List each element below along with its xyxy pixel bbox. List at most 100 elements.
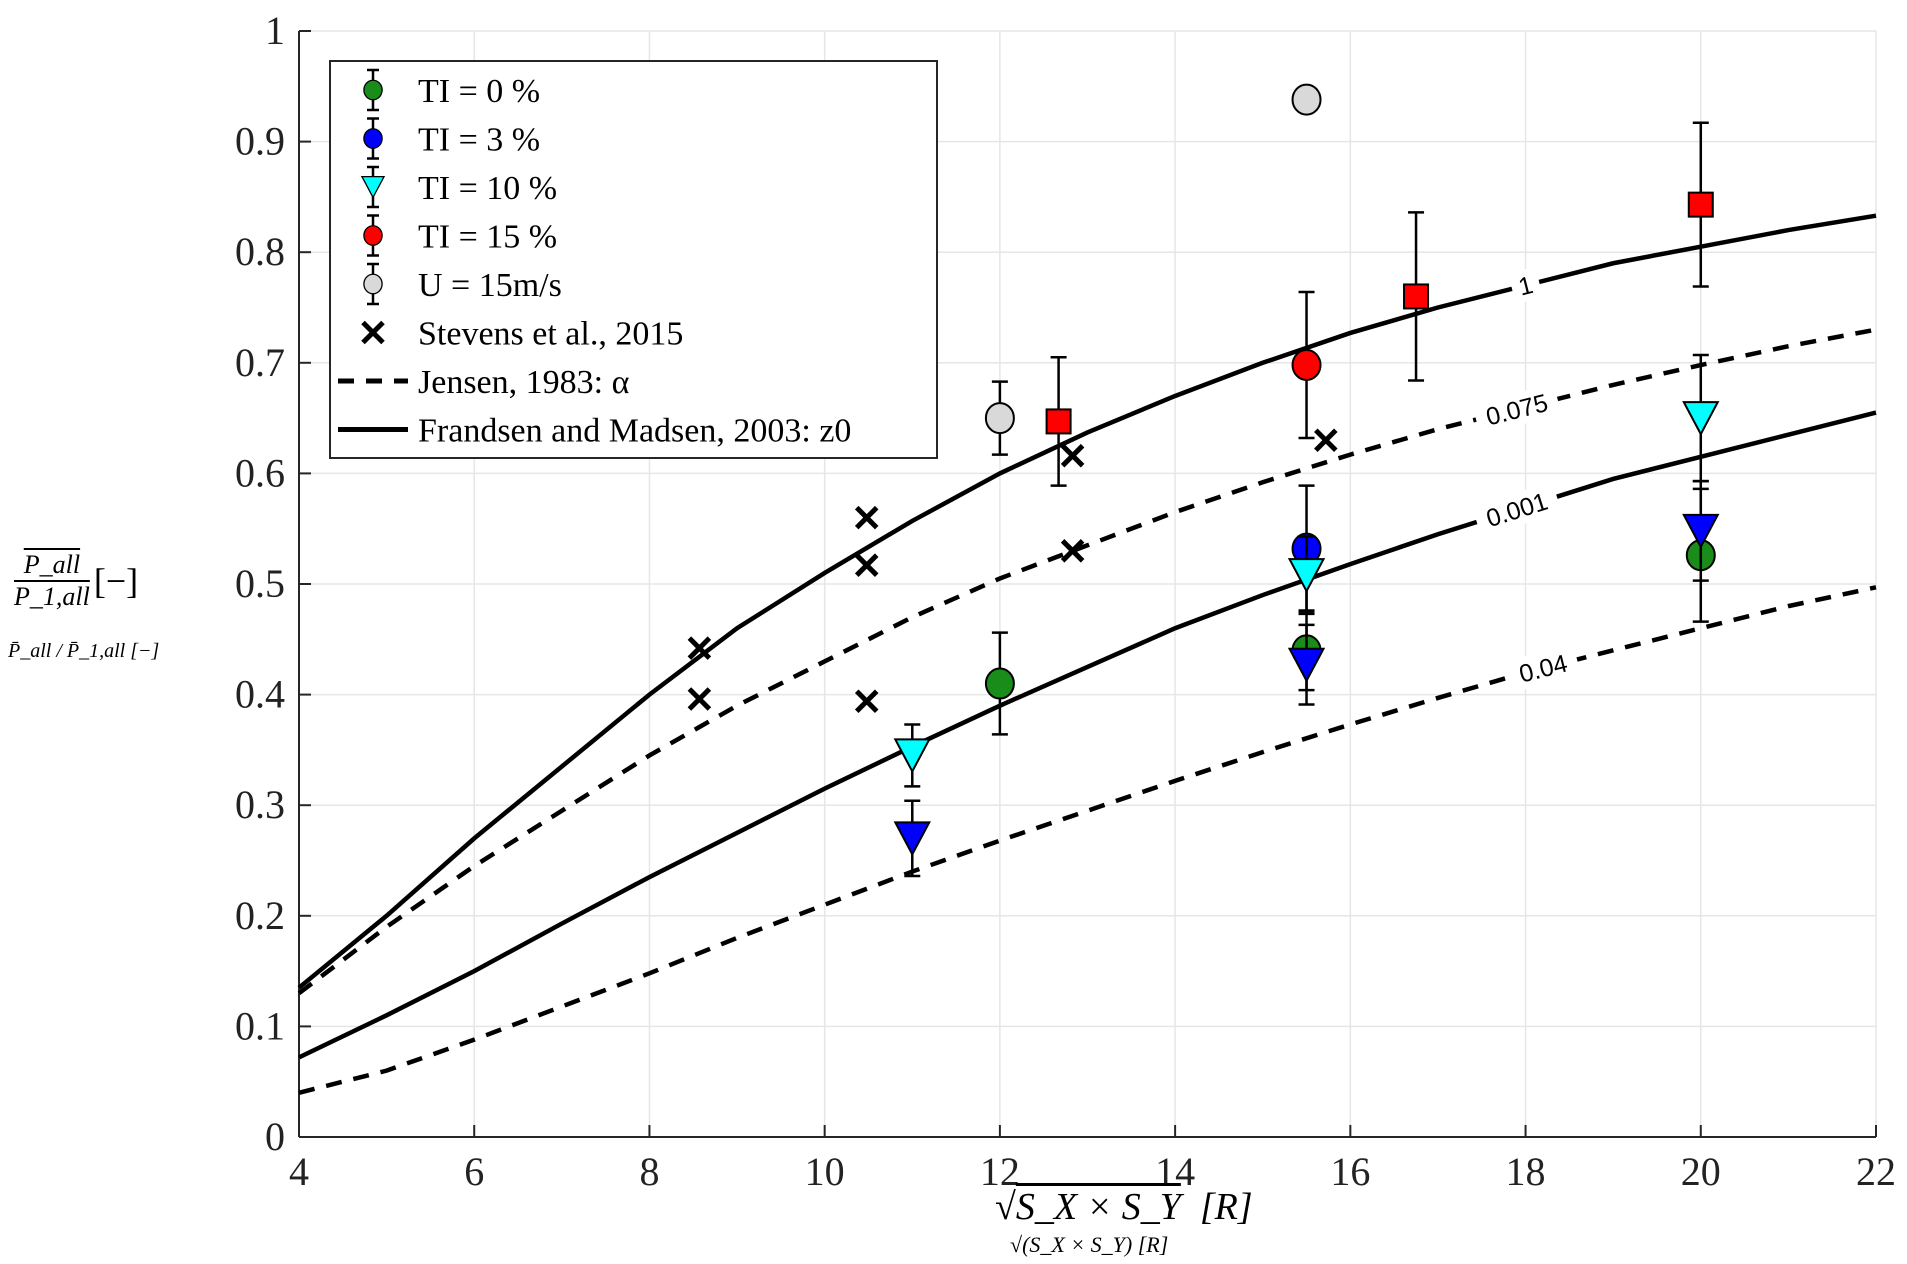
point-marker — [1682, 401, 1720, 437]
legend-label: TI = 15 % — [418, 219, 557, 256]
cross-stroke — [687, 687, 712, 711]
data-point-triangle — [893, 799, 931, 878]
curve-label-group: 1 — [1508, 266, 1544, 305]
point-marker — [1287, 558, 1326, 594]
legend-marker-icon — [360, 175, 386, 199]
y-tick-label: 0.7 — [235, 340, 285, 385]
cross-stroke — [854, 553, 879, 577]
y-tick-label: 0.1 — [235, 1003, 285, 1048]
cross-stroke — [1060, 443, 1085, 468]
x-tick-label: 4 — [289, 1149, 309, 1194]
data-point-triangle — [1682, 353, 1720, 483]
data-point-circle — [984, 380, 1015, 456]
point-marker — [1291, 349, 1322, 382]
y-axis-label: P_all P_1,all [−] — [14, 550, 138, 612]
legend-item: TI = 10 % — [360, 165, 557, 209]
y-label-unit: [−] — [93, 561, 139, 601]
y-label-numerator: P_all — [23, 550, 81, 579]
cross-stroke — [854, 689, 879, 714]
x-tick-label: 10 — [805, 1149, 845, 1194]
legend-item: U = 15m/s — [363, 262, 562, 306]
point-marker — [984, 667, 1015, 700]
y-tick-label: 0.5 — [235, 561, 285, 606]
curve-label-group: 0.001 — [1471, 481, 1562, 538]
y-tick-label: 0.6 — [235, 450, 285, 495]
data-point-square — [1687, 121, 1714, 288]
y-tick-label: 0.3 — [235, 782, 285, 827]
data-point-square — [1403, 211, 1430, 382]
legend-label: TI = 10 % — [418, 170, 557, 207]
point-marker — [1682, 513, 1720, 550]
point-marker — [1403, 283, 1430, 310]
legend-label: Frandsen and Madsen, 2003: z0 — [418, 413, 851, 450]
cross-stroke — [687, 636, 712, 660]
point-marker — [1687, 191, 1714, 218]
curve-label-bg — [1508, 266, 1544, 305]
legend-label: TI = 3 % — [418, 122, 540, 159]
y-tick-label: 0.2 — [235, 893, 285, 938]
legend-marker-icon — [363, 128, 383, 149]
legend-box — [329, 60, 938, 459]
x-tick-label: 12 — [980, 1149, 1020, 1194]
legend-item: TI = 15 % — [363, 214, 557, 257]
legend: TI = 0 % TI = 3 % TI = 10 % TI = 15 % U = 15… — [329, 60, 938, 459]
stevens-point — [854, 689, 879, 714]
data-point-triangle — [1682, 479, 1720, 582]
point-marker — [984, 402, 1015, 435]
curve-label-bg — [1471, 481, 1562, 538]
curve-dashed — [298, 585, 1877, 1095]
stevens-point — [854, 553, 879, 577]
curve-label-bg — [1505, 643, 1581, 693]
stevens-point — [687, 687, 712, 711]
data-point-triangle — [1287, 535, 1326, 616]
curve-label-bg — [1472, 383, 1562, 436]
curve-label: 0.04 — [1516, 649, 1570, 688]
data-point-triangle — [893, 723, 931, 788]
x-tick-label: 14 — [1155, 1149, 1195, 1194]
legend-marker-icon — [363, 79, 383, 101]
point-marker — [1045, 408, 1072, 435]
data-point-circle — [1291, 290, 1322, 440]
data-point-square — [1045, 356, 1072, 487]
y-axis-label-text: P̄_all / P̄_1,all [−] — [8, 640, 160, 662]
legend-item: Frandsen and Madsen, 2003: z0 — [338, 413, 851, 450]
point-marker — [1291, 83, 1322, 116]
stevens-point — [854, 505, 879, 530]
curve-label: 1 — [1516, 271, 1536, 302]
x-tick-label: 6 — [464, 1149, 484, 1194]
x-label-radicand: S_X × S_Y — [1015, 1186, 1181, 1228]
legend-label: Stevens et al., 2015 — [418, 316, 683, 353]
legend-label: Jensen, 1983: α — [418, 364, 630, 401]
data-point-circle — [1291, 83, 1322, 116]
x-tick-label: 8 — [639, 1149, 659, 1194]
curve-solid — [298, 410, 1877, 1060]
cross-stroke — [361, 320, 385, 345]
x-tick-label: 18 — [1506, 1149, 1546, 1194]
legend-item: TI = 3 % — [363, 117, 540, 160]
data-point-circle — [984, 631, 1015, 736]
legend-item: Jensen, 1983: α — [338, 364, 630, 401]
y-tick-label: 0.8 — [235, 229, 285, 274]
stevens-point — [687, 636, 712, 660]
curve-label-group: 0.04 — [1505, 643, 1581, 693]
y-tick-label: 0 — [265, 1114, 285, 1159]
legend-item: Stevens et al., 2015 — [361, 316, 683, 353]
legend-item: TI = 0 % — [363, 68, 540, 112]
x-tick-label: 22 — [1856, 1149, 1896, 1194]
x-tick-label: 20 — [1681, 1149, 1721, 1194]
legend-cross-icon — [361, 320, 385, 345]
stevens-point — [1314, 428, 1338, 452]
y-tick-label: 0.4 — [235, 672, 285, 717]
point-marker — [893, 738, 931, 774]
x-tick-label: 16 — [1330, 1149, 1370, 1194]
x-axis-label-text: √(S_X × S_Y) [R] — [1010, 1232, 1169, 1257]
point-marker — [1287, 647, 1326, 683]
point-marker — [893, 821, 931, 857]
curve-label-group: 0.075 — [1472, 383, 1562, 436]
data-point-triangle — [1287, 623, 1326, 706]
y-tick-label: 1 — [265, 8, 285, 53]
legend-marker-icon — [363, 225, 383, 246]
y-tick-label: 0.9 — [235, 119, 285, 164]
stevens-point — [1060, 539, 1085, 563]
